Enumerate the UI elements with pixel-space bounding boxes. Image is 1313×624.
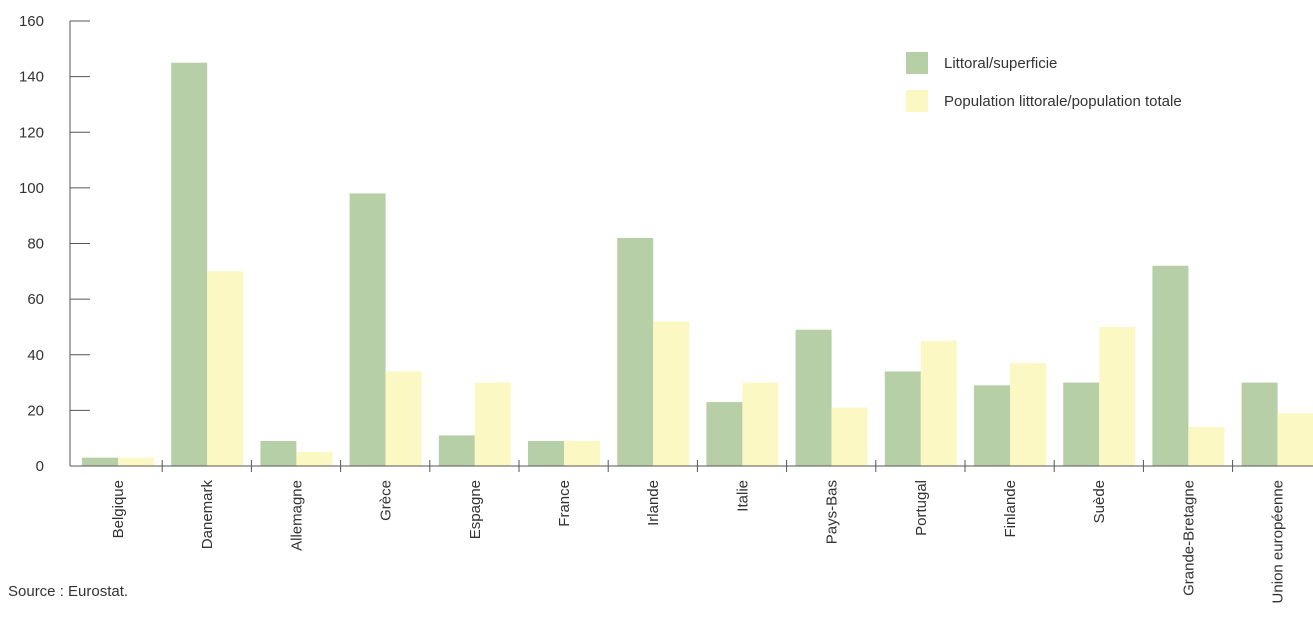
bar-littoral (171, 62, 208, 466)
bar-littoral (528, 440, 564, 466)
bar-littoral (974, 385, 1010, 466)
bar-population (1099, 326, 1136, 466)
x-axis: Belgique Danemark Allemagne Grèce Espagne Fra… (70, 460, 1313, 603)
legend-swatch (906, 52, 928, 74)
bar-population (920, 340, 957, 466)
x-tick-label: Espagne (467, 480, 484, 539)
y-tick-label: 0 (36, 458, 44, 475)
bar-population (118, 457, 154, 466)
legend-label: Littoral/superficie (944, 55, 1057, 72)
bar-littoral (260, 440, 297, 466)
x-tick-label: Italie (734, 480, 751, 512)
x-tick-label: Grèce (378, 480, 395, 521)
bar-littoral (1241, 382, 1278, 466)
bar-littoral (884, 371, 921, 466)
x-tick-label: Portugal (913, 480, 930, 536)
bars (82, 62, 1313, 466)
bar-littoral (82, 457, 118, 466)
bar-population (1277, 413, 1313, 466)
bar-population (742, 382, 779, 466)
legend: Littoral/superficie Population littorale/… (906, 52, 1182, 112)
x-tick-label: Danemark (199, 480, 216, 550)
bar-population (1010, 363, 1046, 466)
y-tick-label: 100 (19, 180, 44, 197)
y-tick-label: 60 (27, 291, 44, 308)
x-tick-label: Belgique (110, 480, 127, 538)
bar-population (564, 440, 600, 466)
x-tick-label: Suède (1091, 480, 1108, 523)
bar-littoral (1152, 265, 1189, 466)
y-tick-label: 80 (27, 236, 44, 253)
x-tick-label: Allemagne (288, 480, 305, 551)
x-tick-label: Union européenne (1270, 480, 1287, 603)
y-tick-label: 40 (27, 347, 44, 364)
bar-population (207, 271, 244, 466)
y-tick-label: 160 (19, 13, 44, 30)
bar-population (1188, 427, 1225, 466)
source-note: Source : Eurostat. (8, 583, 129, 600)
bar-littoral (438, 435, 475, 466)
y-tick-label: 20 (27, 402, 44, 419)
x-tick-label: Pays-Bas (824, 480, 841, 544)
bar-population (296, 452, 333, 466)
x-tick-label: Irlande (645, 480, 662, 526)
y-tick-label: 120 (19, 124, 44, 141)
x-tick-label: Finlande (1002, 480, 1019, 538)
bar-littoral (349, 193, 386, 466)
bar-population (653, 321, 690, 466)
bar-littoral (795, 329, 832, 466)
y-axis: 0 20 40 60 80 100 120 140 160 (19, 13, 90, 475)
bar-population (474, 382, 511, 466)
bar-population (831, 407, 868, 466)
bar-littoral (1063, 382, 1100, 466)
bar-littoral (706, 402, 743, 466)
x-tick-label: Grande-Bretagne (1180, 480, 1197, 596)
bar-littoral (617, 237, 654, 466)
bar-population (385, 371, 422, 466)
x-tick-label: France (556, 480, 573, 527)
legend-label: Population littorale/population totale (944, 93, 1182, 110)
legend-swatch (906, 90, 928, 112)
y-tick-label: 140 (19, 69, 44, 86)
